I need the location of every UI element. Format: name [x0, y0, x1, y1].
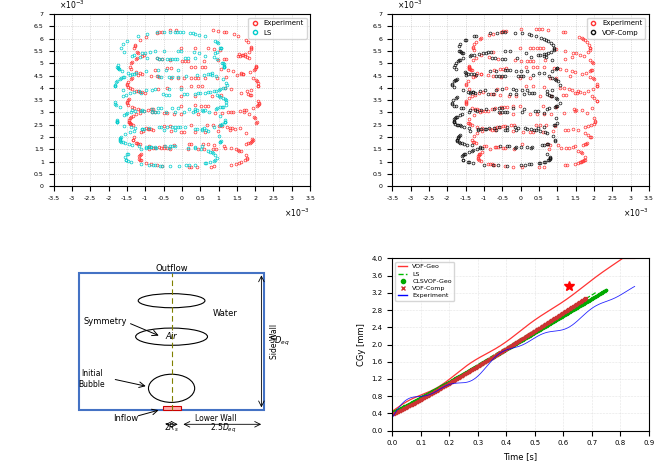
Text: $5D_{eq}$: $5D_{eq}$ [269, 335, 290, 348]
Legend: VOF-Geo, LS, CLSVOF-Geo, VOF-Comp, Experiment: VOF-Geo, LS, CLSVOF-Geo, VOF-Comp, Exper… [395, 262, 454, 301]
Experiment [388, 415, 396, 420]
Text: Initial
Bubble: Initial Bubble [79, 369, 105, 388]
CLSVOF-Geo [602, 287, 610, 293]
VOF-Geo [484, 350, 492, 356]
Text: $\times 10^{-3}$: $\times 10^{-3}$ [284, 207, 310, 219]
Text: Air: Air [166, 332, 177, 341]
VOF-Geo [388, 409, 396, 414]
Experiment [563, 325, 571, 331]
Experiment [631, 284, 639, 289]
Experiment [467, 378, 475, 383]
Line: CLSVOF-Geo: CLSVOF-Geo [391, 289, 607, 414]
Bar [163, 406, 181, 410]
VOF-Comp [582, 295, 590, 301]
LS [517, 336, 525, 342]
LS [543, 320, 551, 326]
Text: $\times 10^{-3}$: $\times 10^{-3}$ [397, 0, 423, 11]
LS [388, 410, 396, 416]
CLSVOF-Geo [388, 410, 396, 415]
Text: Water: Water [213, 309, 237, 318]
Line: VOF-Geo: VOF-Geo [392, 258, 635, 411]
Experiment [417, 394, 425, 399]
CLSVOF-Geo [573, 304, 581, 310]
LS [451, 375, 459, 381]
Text: $2.5D_{eq}$: $2.5D_{eq}$ [209, 422, 236, 435]
VOF-Geo [619, 256, 627, 261]
VOF-Comp [527, 330, 535, 336]
Text: Outflow: Outflow [155, 264, 188, 273]
X-axis label: Time [s]: Time [s] [504, 452, 538, 461]
Text: $\times 10^{-3}$: $\times 10^{-3}$ [59, 0, 84, 11]
VOF-Geo [631, 256, 639, 261]
VOF-Geo [563, 296, 571, 301]
VOF-Geo [541, 311, 549, 316]
VOF-Comp [547, 317, 555, 323]
LS [534, 325, 542, 331]
VOF-Comp [559, 310, 567, 316]
CLSVOF-Geo [514, 340, 522, 345]
VOF-Comp [525, 332, 533, 337]
Text: $2R_s$: $2R_s$ [164, 422, 179, 434]
Line: VOF-Comp: VOF-Comp [391, 297, 587, 416]
LS [423, 392, 431, 397]
Line: Experiment: Experiment [392, 286, 635, 417]
Text: Symmetry: Symmetry [83, 316, 126, 326]
Y-axis label: CGy [mm]: CGy [mm] [357, 323, 366, 366]
Ellipse shape [136, 328, 207, 345]
Experiment [541, 330, 549, 336]
Ellipse shape [138, 293, 205, 308]
Line: LS: LS [392, 292, 597, 413]
VOF-Geo [467, 360, 475, 366]
Experiment [484, 362, 492, 367]
Legend: Experiment, LS: Experiment, LS [248, 17, 306, 38]
Text: Inflow: Inflow [113, 414, 138, 423]
LS [476, 361, 484, 366]
Text: Lower Wall: Lower Wall [195, 414, 236, 423]
VOF-Comp [388, 411, 396, 417]
CLSVOF-Geo [416, 395, 424, 401]
CLSVOF-Geo [419, 394, 427, 400]
CLSVOF-Geo [543, 322, 551, 328]
VOF-Comp [416, 397, 424, 402]
Experiment [565, 325, 573, 330]
VOF-Comp [488, 354, 496, 360]
Text: Side Wall: Side Wall [270, 324, 279, 359]
Bar [79, 272, 264, 410]
Text: $\times 10^{-3}$: $\times 10^{-3}$ [624, 207, 649, 219]
LS [593, 289, 601, 295]
VOF-Geo [565, 295, 573, 301]
VOF-Geo [417, 392, 425, 398]
CLSVOF-Geo [506, 344, 514, 350]
Legend: Experiment, VOF-Comp: Experiment, VOF-Comp [587, 17, 646, 38]
